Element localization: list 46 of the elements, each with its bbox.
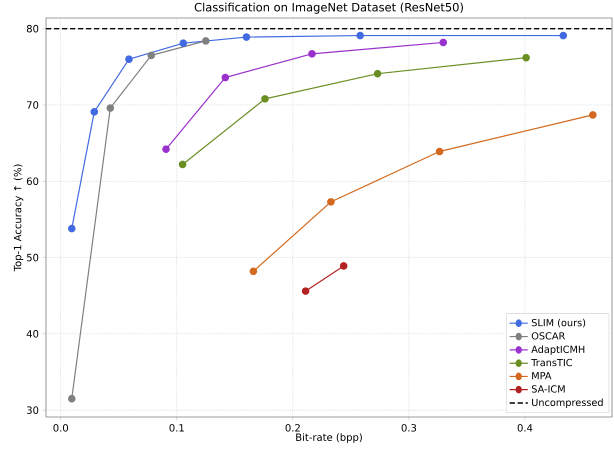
point xyxy=(302,287,310,295)
point xyxy=(250,267,258,276)
point xyxy=(522,54,530,62)
point xyxy=(68,224,76,232)
point xyxy=(308,50,316,58)
x-tick-label: 0.3 xyxy=(402,424,416,432)
y-tick-label: 60 xyxy=(26,177,38,186)
point xyxy=(106,104,114,112)
point xyxy=(559,32,568,40)
chart-title: Classification on ImageNet Dataset (ResNet50) xyxy=(194,2,463,14)
y-tick-label: 70 xyxy=(27,101,38,109)
point xyxy=(374,70,382,78)
x-tick-label: 0.1 xyxy=(170,424,184,432)
point xyxy=(178,160,186,168)
point xyxy=(162,145,170,154)
x-axis-title: Bit-rate (bpp) xyxy=(296,433,362,443)
x-tick-label: 0.0 xyxy=(53,424,68,432)
point xyxy=(202,37,210,45)
y-tick-label: 50 xyxy=(26,254,38,262)
y-axis-title: Top-1 Accuracy ↑ (%) xyxy=(14,164,24,272)
point xyxy=(436,148,444,156)
y-tick-label: 30 xyxy=(26,406,38,414)
point xyxy=(327,198,335,206)
legend-label: TransTIC xyxy=(531,358,572,366)
point xyxy=(90,108,98,116)
legend-label: AdaptICMH xyxy=(531,345,584,355)
point xyxy=(242,33,250,41)
point xyxy=(439,38,448,46)
point xyxy=(340,262,348,270)
legend-label: OSCAR xyxy=(532,332,565,340)
point xyxy=(179,39,188,47)
legend-label: SA-ICM xyxy=(532,385,565,393)
point xyxy=(589,111,597,119)
x-tick-label: 0.2 xyxy=(286,424,300,432)
point xyxy=(68,394,76,402)
y-tick-label: 40 xyxy=(26,330,38,338)
x-tick-label: 0.4 xyxy=(518,424,532,432)
point xyxy=(356,32,364,40)
legend-label: Uncompressed xyxy=(532,398,603,408)
point xyxy=(125,55,133,63)
y-tick-label: 80 xyxy=(26,24,38,32)
legend-label: SLIM (ours) xyxy=(532,318,586,328)
point xyxy=(222,74,230,82)
point xyxy=(261,95,269,103)
legend-label: MPA xyxy=(532,372,552,380)
point xyxy=(147,52,156,60)
